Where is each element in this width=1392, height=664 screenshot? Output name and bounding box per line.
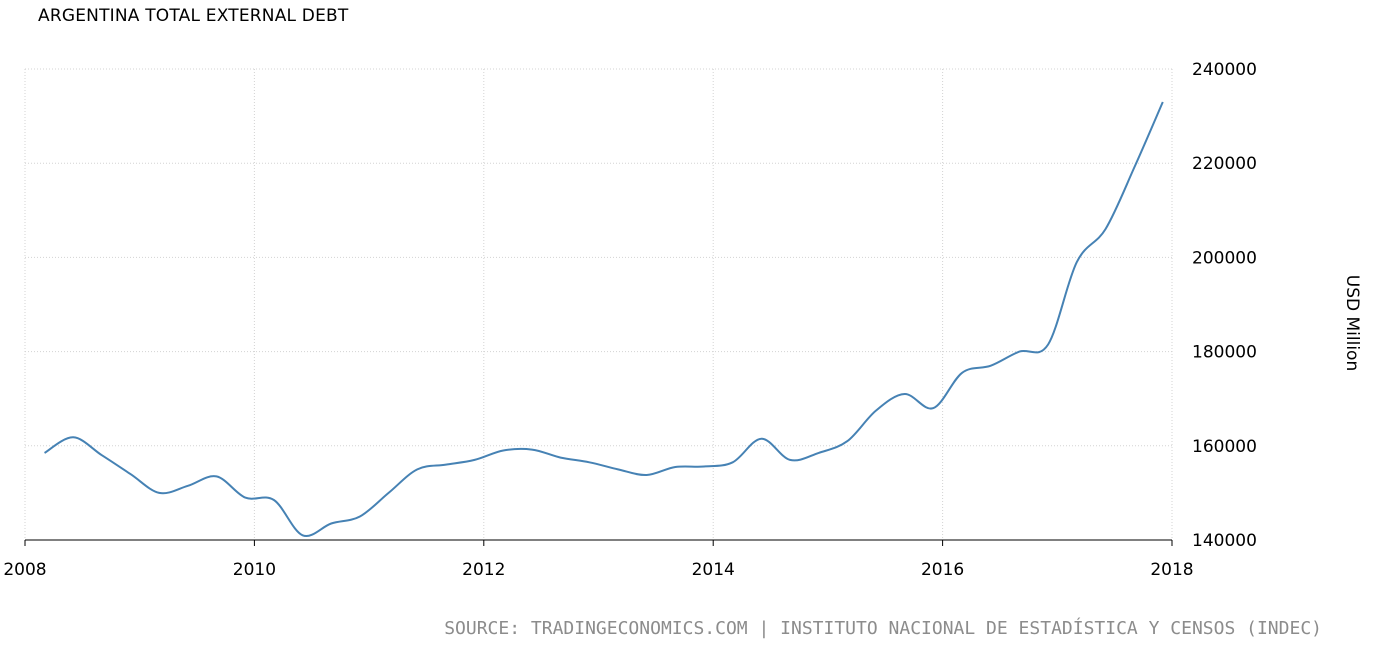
x-tick-label: 2008 [3, 560, 46, 580]
y-tick-label: 200000 [1192, 248, 1257, 268]
y-tick-labels: 140000 160000 180000 200000 220000 240000 [1192, 60, 1257, 551]
source-text: SOURCE: TRADINGECONOMICS.COM | INSTITUTO… [444, 618, 1322, 639]
y-tick-label: 220000 [1192, 154, 1257, 174]
y-tick-label: 240000 [1192, 60, 1257, 80]
y-axis-title: USD Million [1342, 275, 1362, 371]
series-line [43, 101, 1164, 538]
x-tick-labels: 2008 2010 2012 2014 2016 2018 [3, 560, 1193, 580]
axes [24, 539, 1173, 546]
x-tick-label: 2014 [692, 560, 735, 580]
y-tick-label: 140000 [1192, 531, 1257, 551]
x-tick-label: 2016 [921, 560, 964, 580]
y-tick-label: 160000 [1192, 437, 1257, 457]
x-tick-label: 2018 [1150, 560, 1193, 580]
x-tick-label: 2010 [233, 560, 276, 580]
grid-lines [24, 68, 1173, 541]
x-tick-label: 2012 [462, 560, 505, 580]
y-tick-label: 180000 [1192, 343, 1257, 363]
chart-title: ARGENTINA TOTAL EXTERNAL DEBT [38, 6, 349, 26]
